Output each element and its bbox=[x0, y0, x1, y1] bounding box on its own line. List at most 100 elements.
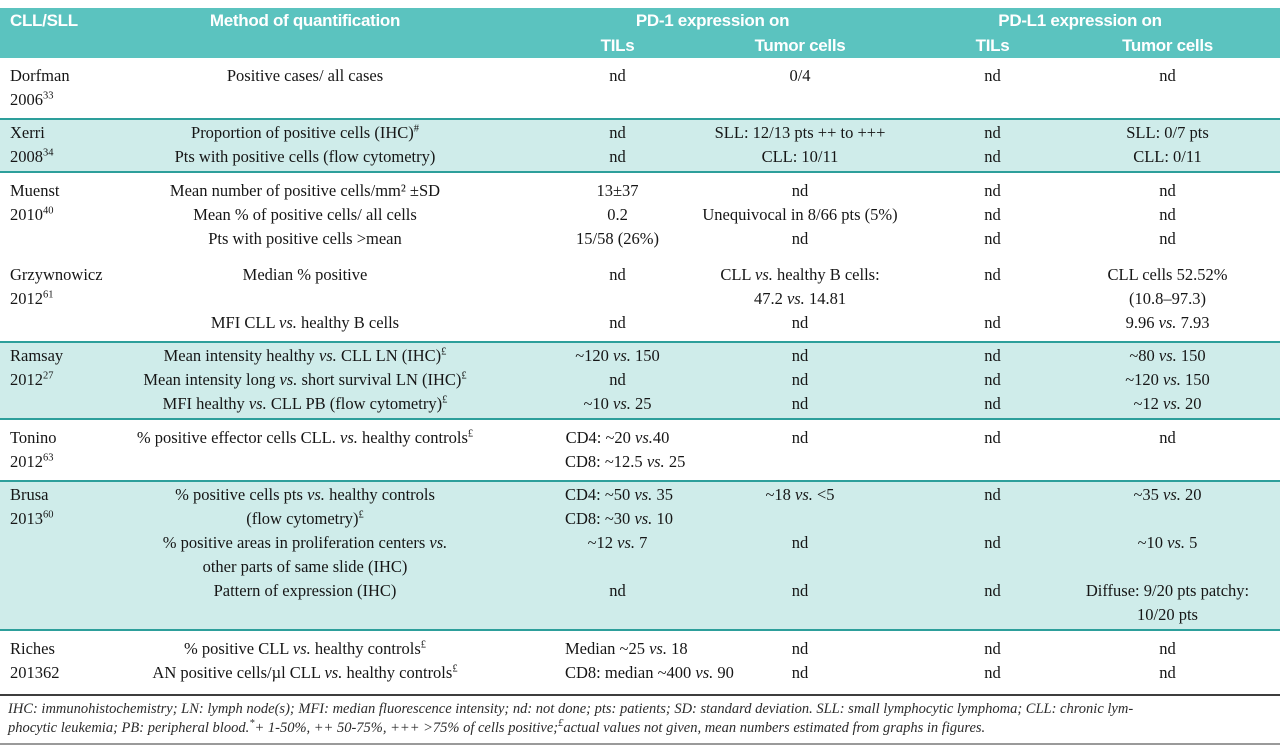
cell-line: nd bbox=[984, 639, 1001, 658]
pdl1-tumor-cell: Diffuse: 9/20 pts patchy: 10/20 pts bbox=[1055, 579, 1280, 627]
pdl1-tumor-cell: ~35 vs. 20 bbox=[1055, 483, 1280, 531]
cell-line: CD8: ~12.5 vs. 25 bbox=[565, 452, 686, 471]
pd1-tumor-cell: nd bbox=[670, 392, 930, 416]
pdl1-tumor-cell: nd bbox=[1055, 227, 1280, 251]
cell-line: CD8: ~30 vs. 10 bbox=[565, 509, 673, 528]
cell-line: 13±37 bbox=[596, 181, 639, 200]
cell-line: Diffuse: 9/20 pts patchy: bbox=[1085, 581, 1250, 600]
pdl1-tumor-cell: ~12 vs. 20 bbox=[1055, 392, 1280, 416]
study-cell: Dorfman 200633 bbox=[10, 66, 70, 109]
pdl1-tumor-cell: nd bbox=[1055, 203, 1280, 227]
cell-line: nd bbox=[791, 313, 809, 332]
method-cell: Mean intensity long vs. short survival L… bbox=[135, 368, 565, 392]
pd1-tils-cell: nd bbox=[565, 64, 670, 112]
pdl1-tumor-cell: ~10 vs. 5 bbox=[1055, 531, 1280, 579]
cell-line: SLL: 0/7 pts bbox=[1126, 123, 1209, 142]
cell-line: nd bbox=[791, 581, 809, 600]
pd1-tumor-cell: Unequivocal in 8/66 pts (5%) bbox=[670, 203, 930, 227]
cell-line: nd bbox=[791, 346, 809, 365]
method-cell: AN positive cells/µl CLL vs. healthy con… bbox=[135, 661, 565, 685]
cell-line: CLL: 0/11 bbox=[1133, 147, 1202, 166]
pdl1-tils-cell: nd bbox=[930, 227, 1055, 251]
cell-line: nd bbox=[791, 229, 809, 248]
cell-line: Pattern of expression (IHC) bbox=[213, 581, 397, 600]
subheader-pdl1-tils: TILs bbox=[975, 35, 1010, 55]
pd1-tumor-cell: nd bbox=[670, 579, 930, 627]
cell-line: nd bbox=[1159, 639, 1176, 658]
study-cell: Grzywnowicz 201261 bbox=[10, 265, 103, 308]
cell-line: 15/58 (26%) bbox=[576, 229, 659, 248]
method-cell: Pattern of expression (IHC) bbox=[135, 579, 565, 627]
study-cell: Xerri 200834 bbox=[10, 123, 54, 166]
study-group-tonino: Tonino 201263 % positive effector cells CL… bbox=[0, 420, 1280, 480]
study-group-brusa: Brusa 201360 % positive cells pts vs. heal… bbox=[0, 480, 1280, 631]
cell-line: ~10 vs. 25 bbox=[583, 394, 652, 413]
pd1-tils-cell: Median ~25 vs. 18 bbox=[565, 637, 688, 661]
cell-line: CD8: median ~400 vs. 90 bbox=[565, 663, 734, 682]
cell-line: ~12 vs. 20 bbox=[1133, 394, 1202, 413]
cell-line: nd bbox=[791, 394, 809, 413]
method-cell: MFI healthy vs. CLL PB (flow cytometry)£ bbox=[135, 392, 565, 416]
cell-line: Mean % of positive cells/ all cells bbox=[193, 205, 417, 224]
pd1-tils-cell: ~10 vs. 25 bbox=[565, 392, 670, 416]
cell-line: ~18 vs. <5 bbox=[765, 485, 835, 504]
subheader-pd1-tumor-cells: Tumor cells bbox=[754, 35, 846, 55]
study-cell: Ramsay 201227 bbox=[10, 346, 64, 389]
pdl1-tils-cell: nd bbox=[930, 121, 1055, 145]
cell-line: 0.2 bbox=[607, 205, 628, 224]
pd1-tils-cell: nd bbox=[565, 121, 670, 145]
method-cell: % positive cells pts vs. healthy control… bbox=[135, 483, 565, 531]
pd1-tumor-cell: SLL: 12/13 pts ++ to +++ bbox=[670, 121, 930, 145]
cell-line: MFI healthy vs. CLL PB (flow cytometry)£ bbox=[162, 394, 448, 413]
method-cell: Proportion of positive cells (IHC)# bbox=[135, 121, 565, 145]
pd1-tils-cell: nd bbox=[565, 263, 670, 311]
pd1-tumor-cell: nd bbox=[670, 426, 930, 474]
pdl1-tils-cell: nd bbox=[930, 661, 1055, 685]
study-group-ramsay: Ramsay 201227 Mean intensity healthy vs. C… bbox=[0, 341, 1280, 420]
cell-line: Median % positive bbox=[242, 265, 368, 284]
cell-line: Mean intensity long vs. short survival L… bbox=[143, 370, 467, 389]
cell-line: % positive CLL vs. healthy controls£ bbox=[183, 639, 427, 658]
header-pd1-expression-group: PD-1 expression on bbox=[635, 10, 790, 30]
pdl1-tils-cell: nd bbox=[930, 531, 1055, 579]
cell-line: nd bbox=[609, 370, 626, 389]
cell-line: CLL: 10/11 bbox=[761, 147, 839, 166]
cell-line: 9.96 vs. 7.93 bbox=[1125, 313, 1210, 332]
pd1-tils-cell: 15/58 (26%) bbox=[565, 227, 670, 251]
pd1-tumor-cell: nd bbox=[670, 661, 930, 685]
pd1-tumor-cell: CLL vs. healthy B cells: 47.2 vs. 14.81 bbox=[670, 263, 930, 311]
cell-line: ~35 vs. 20 bbox=[1133, 485, 1202, 504]
cell-line: MFI CLL vs. healthy B cells bbox=[210, 313, 400, 332]
method-cell: Median % positive bbox=[135, 263, 565, 311]
pdl1-tumor-cell: 9.96 vs. 7.93 bbox=[1055, 311, 1280, 335]
cell-line: ~12 vs. 7 bbox=[587, 533, 648, 552]
pd1-tils-cell: ~12 vs. 7 bbox=[565, 531, 670, 579]
pd1-tils-cell: 0.2 bbox=[565, 203, 670, 227]
pd1-tils-cell: nd bbox=[565, 311, 670, 335]
cell-line: 10/20 pts bbox=[1137, 605, 1198, 624]
study-cell: Brusa 201360 bbox=[10, 485, 54, 528]
pd1-tils-cell: CD8: median ~400 vs. 90 bbox=[565, 661, 734, 685]
cell-line: nd bbox=[984, 265, 1001, 284]
pd1-tils-cell: nd bbox=[565, 145, 670, 169]
pd1-tils-cell: 13±37 bbox=[565, 179, 670, 203]
cell-line: SLL: 12/13 pts ++ to +++ bbox=[714, 123, 886, 142]
pdl1-tils-cell: nd bbox=[930, 579, 1055, 627]
cell-line: % positive effector cells CLL. vs. healt… bbox=[136, 428, 474, 447]
pd1-tils-cell: nd bbox=[565, 579, 670, 627]
study-cell: Riches 201362 bbox=[10, 639, 60, 682]
table-header: CLL/SLL Method of quantification PD-1 ex… bbox=[0, 8, 1280, 58]
cell-line: other parts of same slide (IHC) bbox=[202, 557, 408, 576]
study-cell: Muenst 201040 bbox=[10, 181, 60, 224]
pdl1-tumor-cell: nd bbox=[1055, 426, 1280, 474]
header-cll-sll: CLL/SLL bbox=[10, 10, 78, 30]
pdl1-tils-cell: nd bbox=[930, 368, 1055, 392]
method-cell: Pts with positive cells (flow cytometry) bbox=[135, 145, 565, 169]
cell-line: nd bbox=[609, 581, 626, 600]
study-cell: Tonino 201263 bbox=[10, 428, 57, 471]
cell-line: nd bbox=[609, 313, 626, 332]
cell-line: Positive cases/ all cases bbox=[226, 66, 384, 85]
cell-line: nd bbox=[609, 123, 626, 142]
cell-line: % positive areas in proliferation center… bbox=[162, 533, 448, 552]
